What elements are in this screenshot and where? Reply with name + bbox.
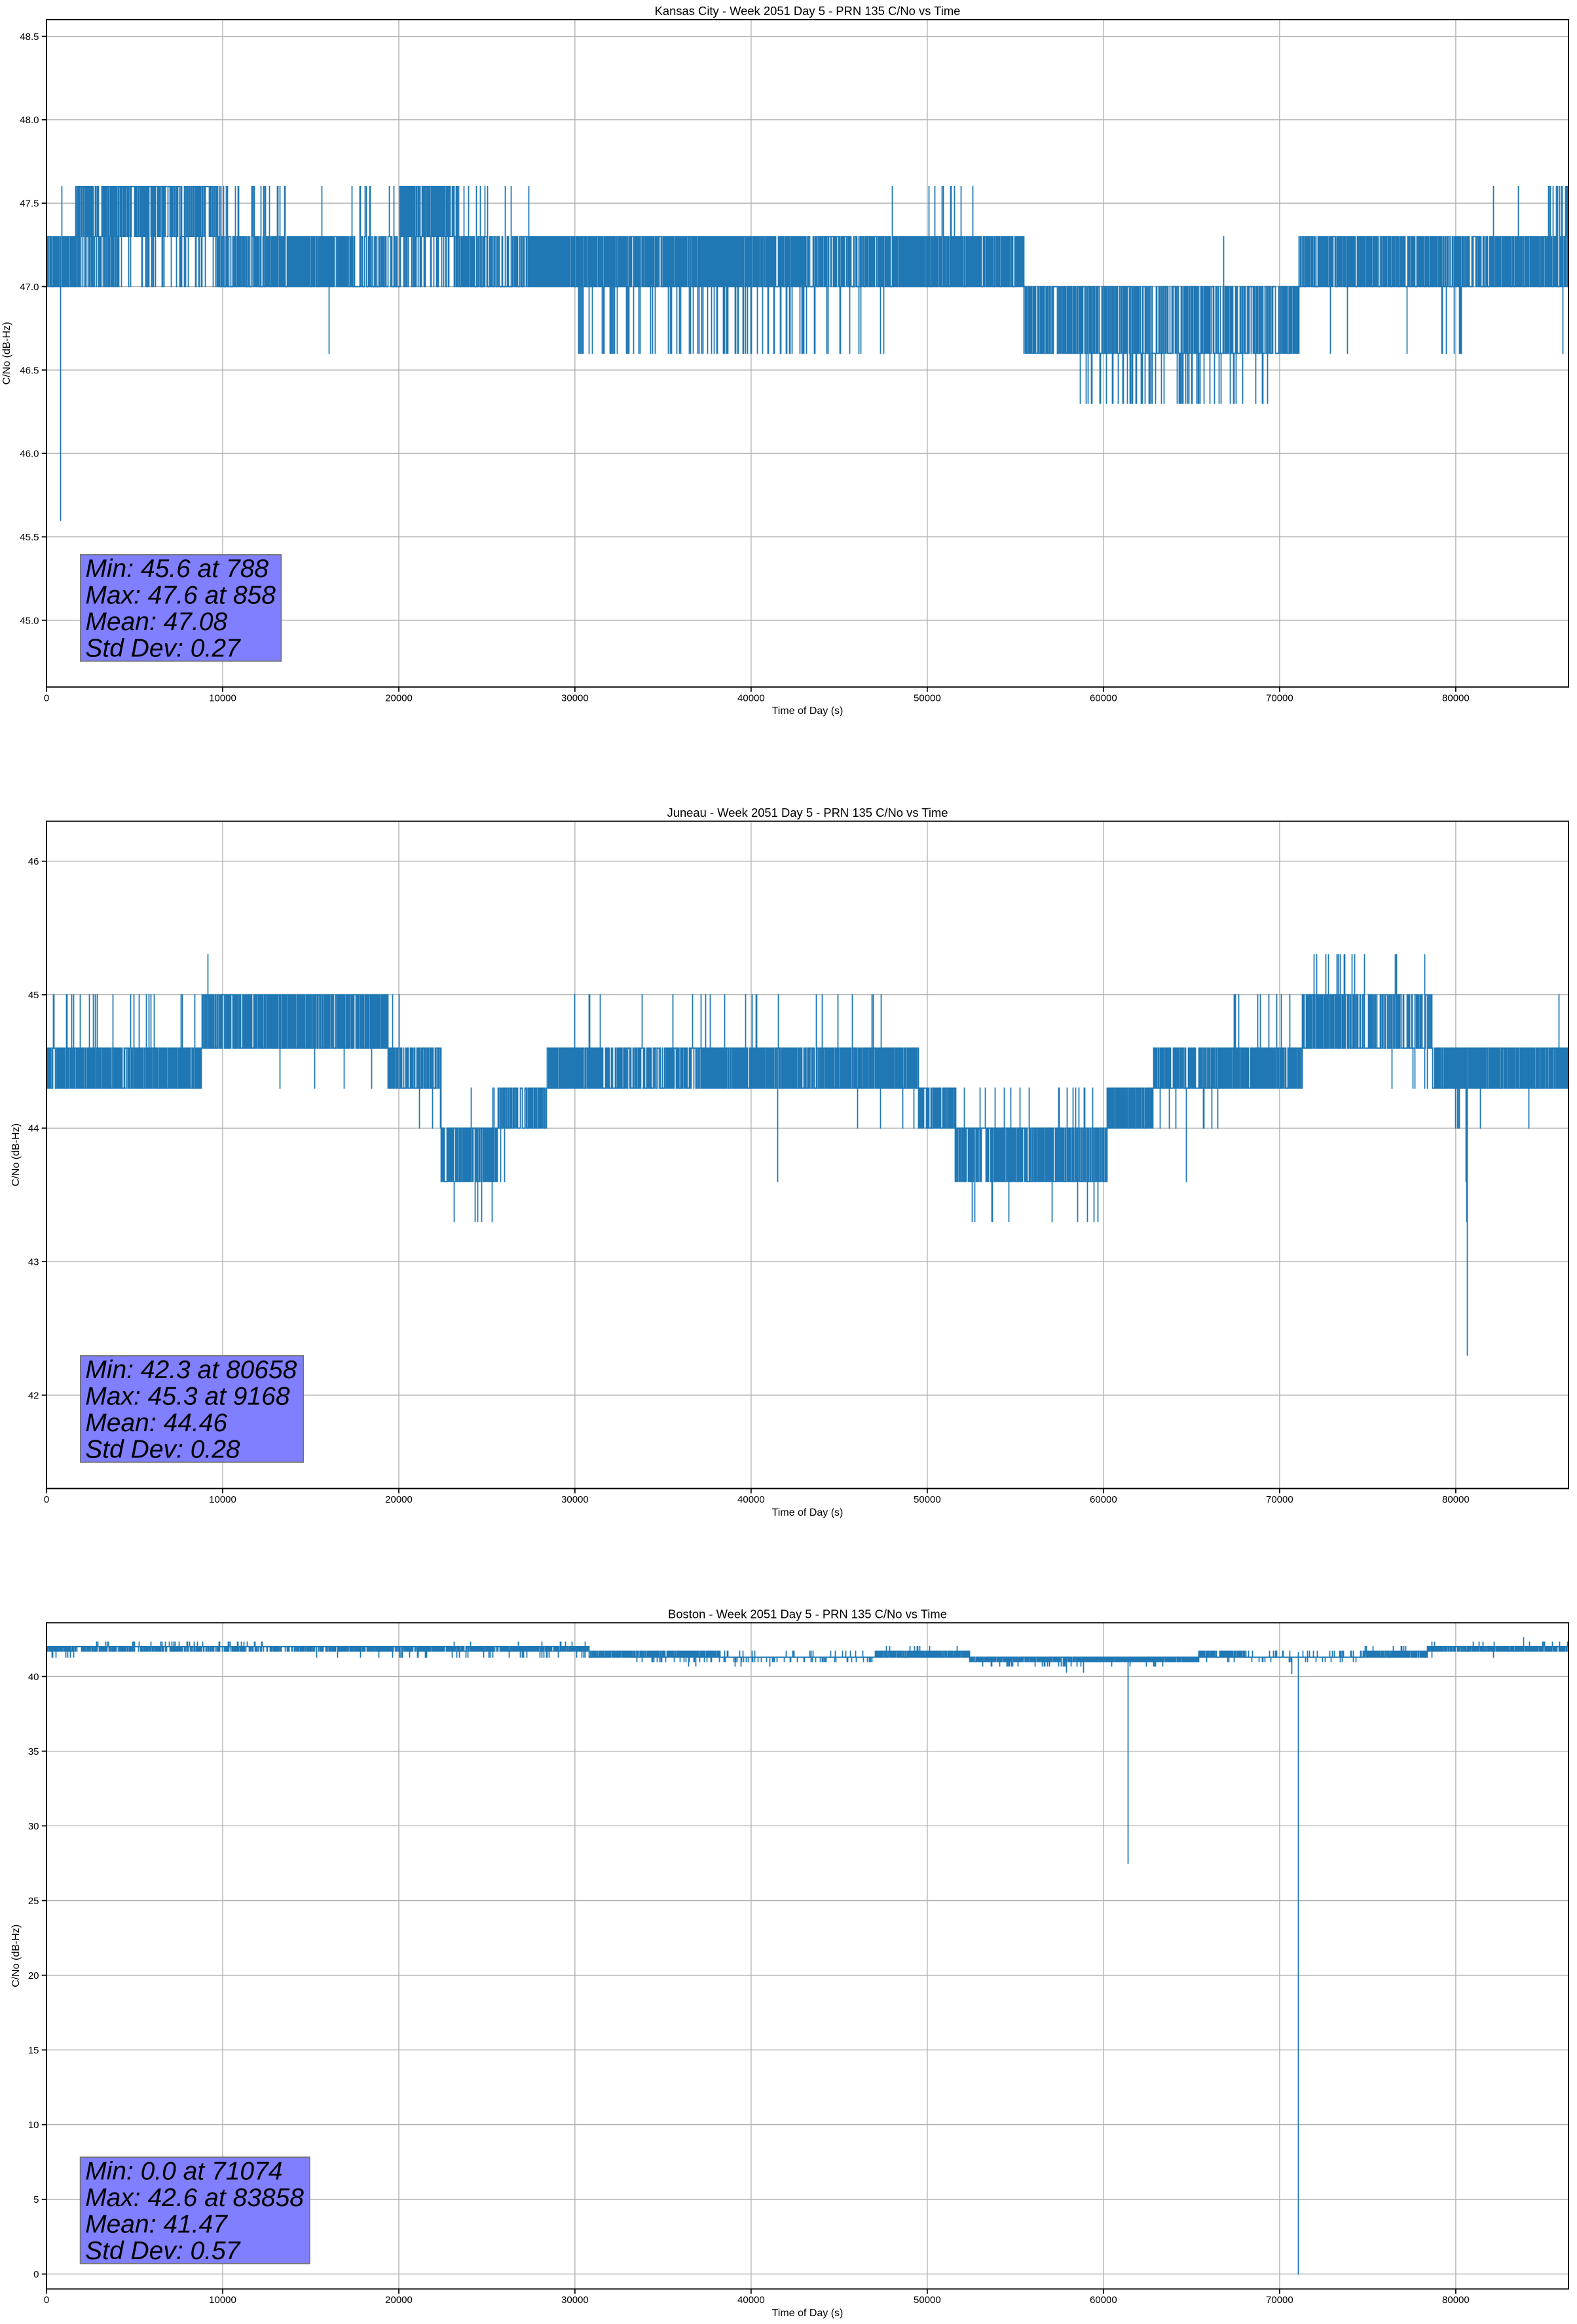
svg-text:Min: 42.3 at 80658: Min: 42.3 at 80658 xyxy=(85,1356,297,1384)
svg-text:Min: 0.0 at 71074: Min: 0.0 at 71074 xyxy=(85,2157,282,2185)
svg-text:C/No (dB-Hz): C/No (dB-Hz) xyxy=(10,1924,22,1987)
svg-text:Mean: 44.46: Mean: 44.46 xyxy=(85,1409,227,1437)
svg-text:47.5: 47.5 xyxy=(20,198,39,210)
svg-text:Max: 42.6 at 83858: Max: 42.6 at 83858 xyxy=(85,2184,304,2212)
svg-text:40000: 40000 xyxy=(737,2295,765,2306)
svg-text:30000: 30000 xyxy=(561,1494,589,1505)
svg-text:10000: 10000 xyxy=(209,1494,236,1505)
svg-text:Time of Day (s): Time of Day (s) xyxy=(772,705,844,717)
svg-text:45.0: 45.0 xyxy=(20,615,39,626)
svg-text:Min: 45.6 at 788: Min: 45.6 at 788 xyxy=(85,555,269,583)
svg-text:47.0: 47.0 xyxy=(20,282,39,293)
svg-text:20000: 20000 xyxy=(385,693,413,704)
svg-text:43: 43 xyxy=(28,1257,39,1268)
svg-text:60000: 60000 xyxy=(1090,693,1117,704)
svg-text:60000: 60000 xyxy=(1090,2295,1117,2306)
svg-text:20: 20 xyxy=(28,1970,39,1981)
svg-text:10000: 10000 xyxy=(209,693,236,704)
svg-text:50000: 50000 xyxy=(914,2295,941,2306)
svg-text:48.5: 48.5 xyxy=(20,31,39,43)
svg-text:40000: 40000 xyxy=(737,1494,765,1505)
svg-text:C/No (dB-Hz): C/No (dB-Hz) xyxy=(10,1123,22,1186)
svg-text:80000: 80000 xyxy=(1442,2295,1470,2306)
svg-text:Max: 47.6 at 858: Max: 47.6 at 858 xyxy=(85,582,276,610)
svg-text:25: 25 xyxy=(28,1896,39,1907)
svg-text:30000: 30000 xyxy=(561,693,589,704)
svg-text:80000: 80000 xyxy=(1442,1494,1470,1505)
svg-text:C/No (dB-Hz): C/No (dB-Hz) xyxy=(1,322,12,384)
svg-text:50000: 50000 xyxy=(914,693,941,704)
svg-text:Std Dev: 0.27: Std Dev: 0.27 xyxy=(85,635,241,663)
svg-text:Boston - Week 2051 Day 5 - PRN: Boston - Week 2051 Day 5 - PRN 135 C/No … xyxy=(668,1607,947,1621)
svg-text:44: 44 xyxy=(28,1123,39,1134)
svg-text:0: 0 xyxy=(44,693,49,704)
svg-text:Mean: 41.47: Mean: 41.47 xyxy=(85,2211,228,2239)
svg-text:35: 35 xyxy=(28,1746,39,1757)
svg-text:Std Dev: 0.57: Std Dev: 0.57 xyxy=(85,2237,241,2265)
svg-text:70000: 70000 xyxy=(1266,2295,1293,2306)
svg-text:70000: 70000 xyxy=(1266,1494,1293,1505)
svg-text:15: 15 xyxy=(28,2045,39,2056)
svg-text:10: 10 xyxy=(28,2120,39,2131)
svg-text:20000: 20000 xyxy=(385,2295,413,2306)
svg-text:Max: 45.3 at 9168: Max: 45.3 at 9168 xyxy=(85,1382,290,1410)
svg-text:0: 0 xyxy=(33,2269,39,2280)
svg-text:46.5: 46.5 xyxy=(20,365,39,376)
svg-text:20000: 20000 xyxy=(385,1494,413,1505)
svg-text:30: 30 xyxy=(28,1821,39,1832)
svg-text:5: 5 xyxy=(33,2194,39,2205)
svg-text:42: 42 xyxy=(28,1390,39,1401)
svg-text:45.5: 45.5 xyxy=(20,532,39,543)
svg-text:50000: 50000 xyxy=(914,1494,941,1505)
svg-text:Time of Day (s): Time of Day (s) xyxy=(772,1507,844,1518)
svg-text:Juneau - Week 2051 Day 5 - PRN: Juneau - Week 2051 Day 5 - PRN 135 C/No … xyxy=(667,806,948,819)
svg-text:0: 0 xyxy=(44,1494,49,1505)
svg-text:Time of Day (s): Time of Day (s) xyxy=(772,2308,844,2319)
svg-text:0: 0 xyxy=(44,2295,49,2306)
svg-text:40: 40 xyxy=(28,1672,39,1683)
svg-text:45: 45 xyxy=(28,990,39,1001)
svg-text:40000: 40000 xyxy=(737,693,765,704)
svg-text:70000: 70000 xyxy=(1266,693,1293,704)
svg-text:48.0: 48.0 xyxy=(20,115,39,126)
svg-text:80000: 80000 xyxy=(1442,693,1470,704)
svg-text:46.0: 46.0 xyxy=(20,449,39,460)
svg-text:10000: 10000 xyxy=(209,2295,236,2306)
svg-text:Mean: 47.08: Mean: 47.08 xyxy=(85,608,227,636)
svg-text:30000: 30000 xyxy=(561,2295,589,2306)
svg-text:60000: 60000 xyxy=(1090,1494,1117,1505)
svg-text:Std Dev: 0.28: Std Dev: 0.28 xyxy=(85,1436,240,1464)
svg-text:46: 46 xyxy=(28,856,39,867)
svg-text:Kansas City - Week 2051 Day 5: Kansas City - Week 2051 Day 5 - PRN 135 … xyxy=(655,4,961,18)
